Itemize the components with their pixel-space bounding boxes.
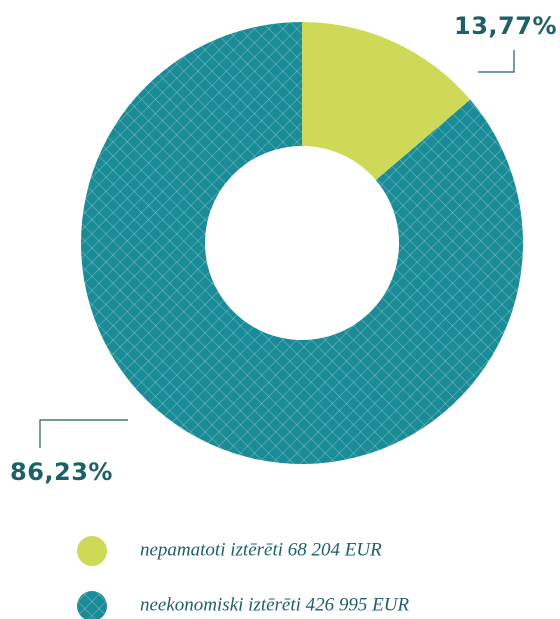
pie-slice	[81, 22, 523, 464]
legend-label: nepamatoti iztērēti 68 204 EUR	[140, 539, 382, 560]
value-label: 13,77%	[454, 12, 557, 40]
legend-label: neekonomiski iztērēti 426 995 EUR	[140, 594, 410, 615]
pie-slice	[302, 22, 471, 181]
value-label: 86,23%	[10, 458, 113, 486]
leader-line	[478, 50, 515, 73]
legend-swatch	[77, 591, 107, 619]
legend-swatch	[77, 536, 107, 566]
leader-line	[39, 419, 128, 448]
